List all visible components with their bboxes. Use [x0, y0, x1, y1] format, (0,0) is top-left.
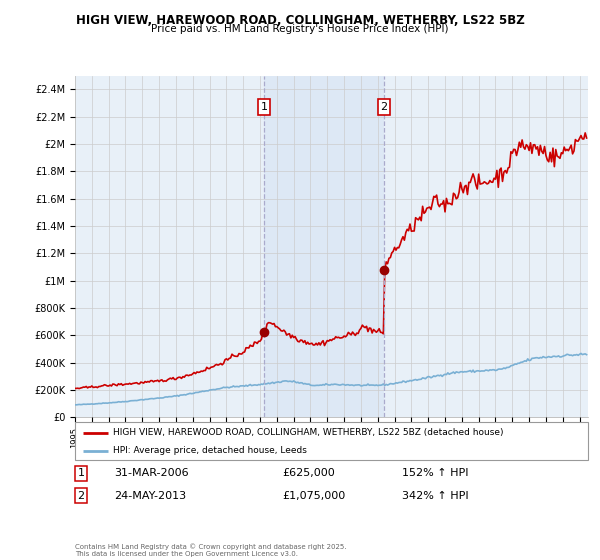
FancyBboxPatch shape — [75, 422, 588, 460]
Text: 1: 1 — [77, 468, 85, 478]
Text: 1: 1 — [261, 102, 268, 112]
Text: 2: 2 — [380, 102, 388, 112]
Text: 342% ↑ HPI: 342% ↑ HPI — [402, 491, 469, 501]
Bar — [264, 76, 384, 417]
Text: HIGH VIEW, HAREWOOD ROAD, COLLINGHAM, WETHERBY, LS22 5BZ: HIGH VIEW, HAREWOOD ROAD, COLLINGHAM, WE… — [76, 14, 524, 27]
Text: Contains HM Land Registry data © Crown copyright and database right 2025.
This d: Contains HM Land Registry data © Crown c… — [75, 544, 347, 557]
Text: £1,075,000: £1,075,000 — [282, 491, 345, 501]
Text: 24-MAY-2013: 24-MAY-2013 — [114, 491, 186, 501]
Text: 152% ↑ HPI: 152% ↑ HPI — [402, 468, 469, 478]
Text: HIGH VIEW, HAREWOOD ROAD, COLLINGHAM, WETHERBY, LS22 5BZ (detached house): HIGH VIEW, HAREWOOD ROAD, COLLINGHAM, WE… — [113, 428, 504, 437]
Text: 31-MAR-2006: 31-MAR-2006 — [114, 468, 188, 478]
Text: Price paid vs. HM Land Registry's House Price Index (HPI): Price paid vs. HM Land Registry's House … — [151, 24, 449, 34]
Text: £625,000: £625,000 — [282, 468, 335, 478]
Text: 2: 2 — [77, 491, 85, 501]
Text: HPI: Average price, detached house, Leeds: HPI: Average price, detached house, Leed… — [113, 446, 307, 455]
